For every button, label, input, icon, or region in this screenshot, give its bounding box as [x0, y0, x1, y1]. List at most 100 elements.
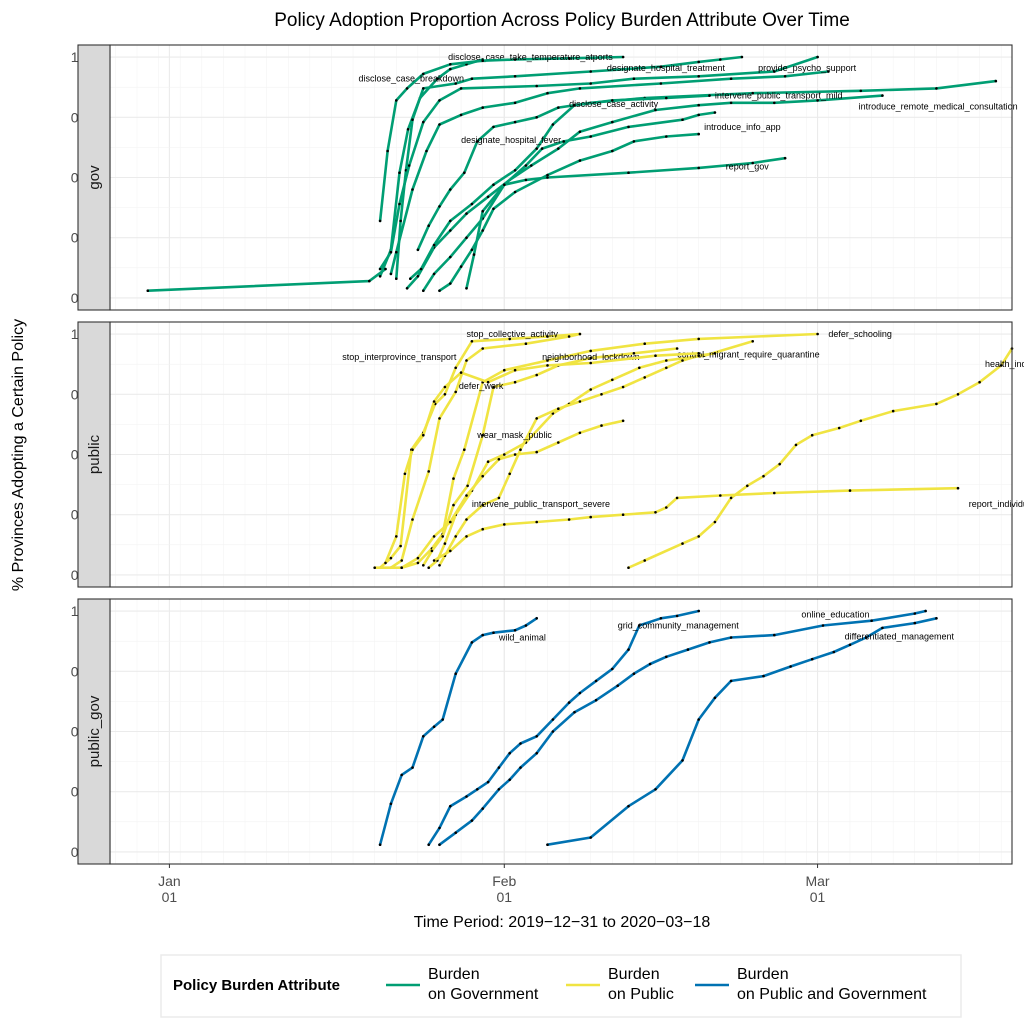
data-point	[816, 55, 819, 59]
data-point	[459, 371, 463, 374]
data-point	[454, 672, 458, 675]
data-point	[395, 250, 398, 254]
data-point	[403, 472, 407, 476]
data-point	[551, 718, 555, 721]
data-point	[459, 113, 463, 117]
data-point	[508, 778, 512, 781]
data-point	[589, 82, 592, 85]
series-label: designate_hospital_treatment	[607, 63, 726, 73]
series-provide_psycho_support: provide_psycho_support	[389, 63, 857, 276]
series-line	[416, 79, 998, 252]
data-point	[681, 359, 684, 362]
data-point	[438, 843, 441, 846]
data-point	[422, 433, 425, 437]
series-line	[378, 332, 582, 570]
data-point	[935, 402, 938, 406]
data-point	[546, 364, 549, 367]
data-point	[368, 279, 371, 283]
data-point	[778, 462, 781, 466]
data-point	[481, 503, 485, 507]
data-point	[783, 75, 787, 78]
data-point	[513, 380, 517, 384]
data-point	[427, 224, 431, 227]
data-point	[389, 556, 393, 560]
data-point	[535, 450, 538, 454]
data-point	[535, 751, 538, 755]
data-point	[627, 648, 630, 651]
series-label: control_migrant_require_quarantine	[677, 350, 820, 360]
data-point	[794, 443, 798, 447]
data-point	[422, 120, 425, 124]
data-point	[486, 460, 490, 464]
data-point	[411, 118, 414, 121]
facet-panel-public: 0.000.250.500.751.00stop_collective_acti…	[71, 321, 1024, 588]
data-point	[816, 332, 819, 336]
data-point	[621, 419, 625, 423]
data-point	[535, 735, 538, 738]
facet-panel-public_gov: 0.000.250.500.751.00wild_animalgrid_comm…	[71, 598, 1013, 865]
data-point	[389, 250, 393, 254]
data-point	[632, 140, 636, 143]
series-report_individual: report_individual	[432, 486, 1024, 562]
x-tick-label: 01	[162, 889, 178, 905]
legend-label: on Government	[428, 986, 539, 1003]
data-point	[503, 523, 506, 526]
data-point	[729, 679, 733, 683]
data-point	[697, 113, 700, 117]
data-point	[578, 159, 582, 162]
data-point	[492, 125, 495, 129]
data-point	[389, 272, 393, 276]
series-label: disclose_case	[448, 52, 505, 62]
series-label: online_education	[801, 610, 869, 620]
data-point	[492, 207, 495, 211]
data-point	[465, 795, 468, 798]
data-point	[530, 164, 533, 167]
data-point	[578, 431, 582, 435]
data-point	[395, 535, 398, 538]
data-point	[513, 190, 517, 194]
data-point	[416, 556, 420, 560]
data-point	[708, 641, 711, 644]
series-stop_interprovince_transport: stop_interprovince_transport	[342, 332, 582, 570]
data-point	[481, 106, 485, 109]
data-point	[481, 433, 485, 437]
data-point	[422, 735, 425, 738]
data-point	[481, 807, 485, 810]
facet-strip-label: public	[86, 434, 103, 474]
data-point	[535, 373, 538, 377]
data-point	[459, 87, 463, 90]
data-point	[573, 710, 576, 714]
data-point	[600, 424, 603, 427]
series-wear_mask_public: wear_mask_public	[384, 351, 701, 565]
chart-title: Policy Adoption Proportion Across Policy…	[274, 10, 850, 31]
data-point	[773, 70, 776, 73]
data-point	[864, 636, 868, 639]
data-point	[913, 621, 917, 625]
data-point	[524, 178, 528, 182]
data-point	[395, 277, 398, 281]
legend-label: Burden	[608, 966, 660, 983]
data-point	[470, 340, 474, 343]
data-point	[513, 75, 517, 78]
data-point	[443, 542, 447, 545]
legend-label: Burden	[737, 966, 789, 983]
data-point	[567, 57, 571, 60]
data-point	[729, 101, 733, 105]
data-point	[427, 843, 431, 846]
data-point	[546, 335, 549, 338]
data-point	[638, 366, 641, 370]
data-point	[459, 265, 463, 268]
data-point	[470, 641, 474, 644]
data-point	[729, 77, 733, 80]
series-label: wear_mask_public	[476, 430, 552, 440]
data-point	[425, 149, 428, 153]
data-point	[422, 72, 425, 76]
series-report_gov: report_gov	[465, 156, 787, 290]
data-point	[573, 103, 576, 107]
series-disclose_case_activity: disclose_case_activity	[408, 94, 711, 281]
data-point	[551, 412, 555, 415]
data-point	[557, 106, 560, 109]
data-point	[438, 205, 441, 208]
data-point	[810, 433, 814, 437]
facet-strip	[77, 598, 111, 865]
